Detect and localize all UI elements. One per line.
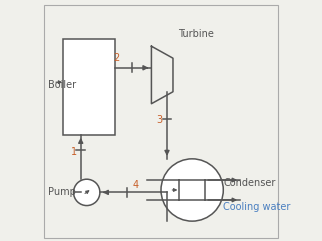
Text: Boiler: Boiler — [48, 80, 77, 90]
Circle shape — [161, 159, 223, 221]
Text: 2: 2 — [114, 53, 120, 63]
Text: Turbine: Turbine — [178, 29, 214, 39]
Text: Cooling water: Cooling water — [223, 202, 291, 212]
Text: 1: 1 — [71, 147, 77, 157]
Text: Pump: Pump — [48, 187, 76, 197]
Text: 4: 4 — [133, 180, 139, 190]
Text: Condenser: Condenser — [223, 178, 276, 188]
Text: 3: 3 — [157, 115, 163, 126]
Bar — [63, 39, 116, 135]
Circle shape — [73, 179, 100, 206]
